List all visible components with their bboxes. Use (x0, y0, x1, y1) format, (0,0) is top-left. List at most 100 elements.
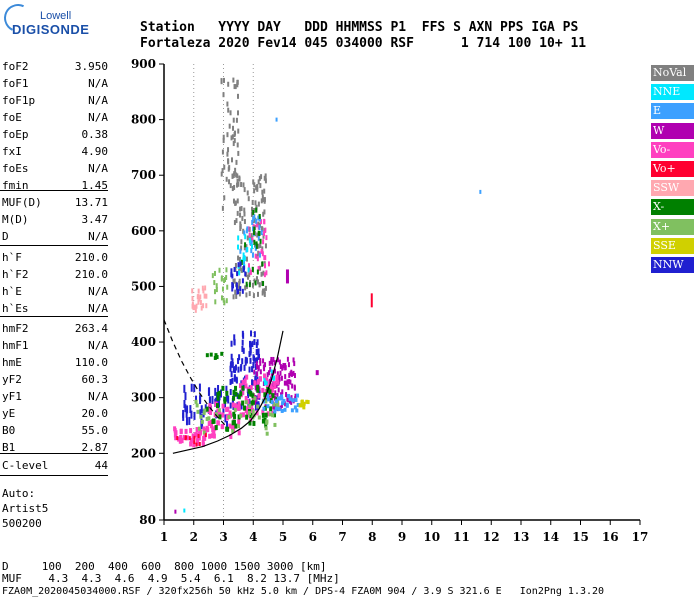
echo-point (239, 365, 242, 372)
echo-point (264, 243, 267, 249)
echo-point (258, 231, 261, 237)
echo-point (253, 380, 257, 386)
echo-point (238, 383, 242, 389)
echo-point (216, 420, 220, 426)
echo-point (265, 381, 268, 386)
echo-point (264, 263, 267, 269)
y-tick-label: 800 (131, 113, 156, 127)
echo-point (236, 198, 239, 204)
echo-point (235, 293, 238, 299)
echo-point (252, 226, 255, 232)
echo-point (231, 358, 234, 365)
echo-point (227, 395, 230, 404)
echo-point (263, 209, 266, 215)
echo-point (221, 385, 225, 391)
echo-point (270, 359, 273, 365)
echo-point (215, 283, 218, 289)
echo-point (245, 292, 248, 298)
echo-point (194, 307, 197, 313)
echo-point (257, 215, 260, 221)
echo-point (270, 389, 274, 395)
param-row: h`Es N/A (2, 302, 108, 318)
echo-point (200, 305, 203, 311)
echo-point (294, 397, 298, 402)
echo-point (206, 427, 210, 433)
echo-point (255, 361, 258, 367)
echo-point (232, 198, 235, 204)
param-name: h`F2 (2, 268, 29, 281)
param-name: B0 (2, 424, 16, 437)
echo-point (245, 374, 249, 380)
param-value: 3.47 (81, 213, 109, 226)
echo-point (300, 399, 304, 404)
echo-point (250, 240, 253, 246)
echo-point (257, 201, 260, 207)
echo-point (233, 339, 236, 346)
echo-point (207, 416, 211, 421)
echo-point (222, 138, 225, 144)
echo-point (223, 300, 226, 306)
echo-point (258, 175, 261, 181)
echo-point (247, 388, 251, 394)
echo-point (251, 244, 254, 250)
echo-point (222, 134, 225, 140)
echo-point (248, 268, 251, 274)
echo-point (238, 270, 241, 276)
echo-point (263, 291, 266, 297)
echo-point (282, 398, 286, 403)
echo-point (262, 281, 265, 287)
echo-point (274, 403, 277, 409)
echo-point (221, 149, 224, 155)
echo-point (233, 278, 236, 284)
echo-point (247, 226, 250, 232)
echo-point (237, 255, 240, 261)
param-value: N/A (88, 162, 108, 175)
echo-point (214, 425, 218, 431)
ionogram-chart: 1 2 3 4 5 6 7 8 9 10 11 12 13 14 15 16 17900800700600500… (131, 57, 648, 544)
echo-point (298, 403, 302, 408)
echo-point (210, 423, 214, 429)
echo-point (197, 288, 200, 294)
echo-point (251, 366, 254, 373)
echo-point (268, 389, 272, 395)
echo-point (257, 415, 261, 420)
param-row: fmin 1.45 (2, 179, 108, 195)
echo-point (220, 171, 223, 177)
echo-point (265, 431, 269, 436)
echo-point (255, 185, 258, 191)
echo-point (202, 288, 205, 294)
echo-point (193, 384, 196, 393)
echo-point (227, 81, 230, 87)
echo-point (265, 377, 269, 383)
echo-point (260, 230, 263, 236)
echo-point (287, 393, 291, 398)
echo-point (231, 424, 235, 430)
echo-point (225, 298, 228, 304)
y-tick-label: 80 (139, 513, 156, 527)
echo-point (236, 79, 239, 85)
echo-point (266, 404, 270, 409)
echo-point (197, 426, 201, 431)
echo-point (292, 370, 295, 376)
param-separator (0, 475, 108, 476)
param-row: yF1 N/A (2, 390, 108, 406)
echo-point (236, 271, 239, 277)
param-name: MUF(D) (2, 196, 42, 209)
echo-point (268, 412, 272, 417)
echo-point (279, 370, 282, 376)
echo-point (284, 401, 287, 407)
echo-point (251, 266, 254, 272)
echo-point (250, 206, 253, 212)
echo-point (221, 403, 225, 409)
echo-point (231, 157, 234, 163)
echo-point (253, 331, 256, 338)
param-value: 210.0 (74, 251, 108, 264)
param-row: foEs N/A (2, 162, 108, 178)
echo-point (248, 366, 251, 373)
echo-point (246, 247, 249, 253)
echo-point (213, 355, 217, 360)
echo-point (236, 173, 239, 179)
param-value: N/A (88, 285, 108, 298)
echo-point (208, 403, 212, 409)
echo-point (263, 417, 267, 423)
